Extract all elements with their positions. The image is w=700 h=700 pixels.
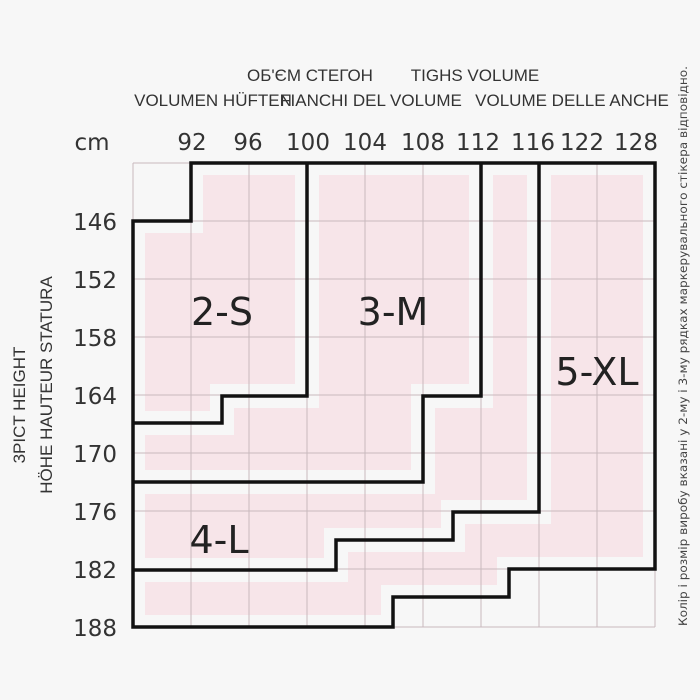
- header-hip-en: TIGHS VOLUME: [411, 66, 539, 85]
- height-tick-label: 170: [73, 442, 117, 468]
- header-hip-de: VOLUMEN HÜFTEN: [134, 91, 292, 110]
- hip-tick-label: 92: [177, 130, 206, 156]
- size-label-2s: 2-S: [191, 290, 253, 334]
- size-label-5xl: 5-XL: [555, 350, 638, 394]
- height-label-outer: 3PICT HEIGHT: [10, 347, 29, 464]
- height-tick-label: 182: [73, 558, 117, 584]
- height-tick-label: 188: [73, 616, 117, 642]
- hip-tick-label: 100: [286, 130, 330, 156]
- side-note: Колір і розмір виробу вказані у 2-му і 3…: [676, 66, 690, 626]
- hip-tick-label: 128: [614, 130, 658, 156]
- border-3m: [133, 163, 483, 484]
- hip-tick-label: 104: [343, 130, 387, 156]
- height-tick-label: 146: [73, 210, 117, 236]
- hip-tick-label: 122: [560, 130, 604, 156]
- height-tick-label: 158: [73, 326, 117, 352]
- size-borders: [131, 161, 657, 629]
- size-label-4l: 4-L: [189, 518, 248, 562]
- hip-tick-label: 108: [401, 130, 445, 156]
- border-4l-5xl: [133, 163, 541, 572]
- header-hip-it-2: VOLUME DELLE ANCHE: [475, 91, 669, 110]
- height-tick-label: 152: [73, 268, 117, 294]
- header-hip-ua: ОБ'ЄМ СТЕГОН: [247, 66, 373, 85]
- outer-border: [131, 161, 657, 629]
- unit-label: cm: [74, 130, 109, 156]
- hip-tick-label: 116: [511, 130, 555, 156]
- height-tick-label: 164: [73, 384, 117, 410]
- size-label-3m: 3-M: [358, 290, 429, 334]
- header-hip-it: FIANCHI DEL VOLUME: [280, 91, 462, 110]
- border-2s: [133, 163, 309, 425]
- hip-tick-label: 96: [233, 130, 262, 156]
- height-tick-label: 176: [73, 500, 117, 526]
- hip-tick-label: 112: [456, 130, 500, 156]
- height-label-inner: HÖHE HAUTEUR STATURA: [37, 276, 56, 494]
